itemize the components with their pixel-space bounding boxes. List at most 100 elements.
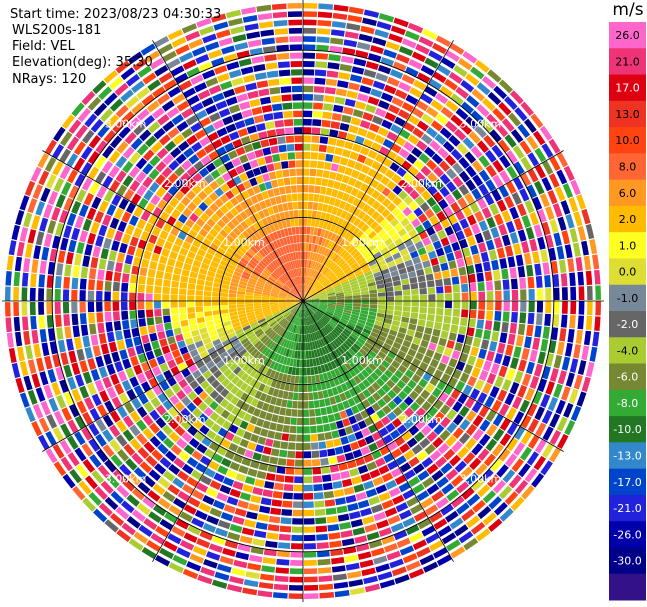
range-gate (260, 334, 268, 342)
range-gate (192, 419, 204, 430)
range-gate (189, 245, 199, 254)
range-gate (35, 387, 46, 402)
range-gate (442, 323, 451, 332)
range-gate (275, 281, 283, 288)
range-gate (213, 472, 225, 483)
range-gate (334, 267, 342, 275)
range-gate (241, 322, 250, 328)
range-gate (190, 122, 203, 133)
range-gate (461, 292, 469, 301)
range-gate (303, 168, 310, 176)
range-gate (350, 262, 359, 269)
range-gate (149, 422, 161, 434)
range-gate (314, 322, 320, 331)
range-gate (199, 455, 212, 466)
range-gate (222, 476, 235, 487)
range-gate (330, 369, 337, 379)
range-gate (296, 334, 300, 343)
range-gate (253, 290, 263, 295)
range-gate (403, 419, 414, 430)
range-gate (368, 285, 377, 291)
range-gate (289, 36, 303, 43)
range-gate (586, 301, 593, 316)
range-gate (196, 538, 211, 549)
range-gate (357, 464, 369, 474)
range-gate (303, 476, 313, 484)
range-gate (401, 430, 413, 442)
range-gate (450, 114, 463, 127)
range-gate (41, 246, 50, 261)
range-gate (30, 273, 37, 287)
range-gate (318, 194, 325, 203)
range-gate (277, 458, 287, 466)
range-gate (132, 488, 146, 501)
colorbar-segment (609, 573, 646, 601)
range-gate (131, 80, 145, 94)
range-gate (247, 405, 256, 415)
range-gate (278, 304, 287, 308)
range-gate (262, 446, 272, 455)
range-gate (426, 314, 435, 322)
range-gate (257, 278, 266, 284)
range-gate (376, 377, 385, 387)
range-gate (178, 301, 187, 308)
range-gate (214, 527, 229, 538)
range-gate (40, 400, 51, 416)
range-gate (342, 106, 354, 116)
range-gate (224, 431, 235, 442)
range-gate (202, 370, 213, 380)
range-gate (100, 108, 114, 122)
range-gate (153, 348, 163, 358)
range-gate (541, 443, 554, 458)
range-gate (110, 454, 123, 468)
range-gate (204, 385, 215, 395)
range-gate (254, 309, 263, 314)
range-gate (272, 11, 288, 19)
range-gate (223, 504, 236, 514)
range-gate (299, 325, 302, 335)
range-gate (392, 406, 403, 417)
range-gate (198, 390, 209, 401)
range-gate (483, 329, 492, 340)
range-gate (410, 282, 419, 290)
range-gate (277, 327, 284, 335)
range-gate (592, 254, 600, 270)
range-gate (444, 293, 452, 301)
range-gate (392, 252, 402, 260)
range-gate (477, 281, 485, 292)
range-gate (352, 227, 361, 236)
range-gate (303, 484, 313, 492)
range-gate (181, 127, 194, 139)
range-gate (269, 332, 277, 340)
range-gate (407, 244, 417, 253)
range-gate (240, 66, 254, 75)
range-gate (486, 113, 500, 127)
range-gate (387, 400, 398, 411)
range-gate (509, 357, 519, 370)
range-gate (352, 330, 361, 337)
range-gate (408, 456, 420, 468)
range-gate (274, 28, 289, 35)
range-gate (231, 318, 240, 325)
range-gate (139, 267, 148, 277)
range-gate (170, 444, 182, 456)
range-gate (443, 448, 456, 461)
range-gate (438, 254, 447, 264)
range-gate (340, 344, 348, 353)
range-gate (289, 270, 294, 279)
range-gate (206, 375, 217, 385)
range-gate (115, 434, 128, 447)
range-gate (294, 459, 303, 467)
range-gate (227, 531, 241, 541)
colorbar-tick-label: -13.0 (613, 450, 641, 463)
range-gate (328, 197, 336, 206)
range-gate (276, 267, 284, 276)
range-gate (340, 229, 348, 238)
range-gate (287, 366, 293, 375)
range-gate (342, 342, 350, 351)
range-gate (379, 219, 389, 228)
range-gate (319, 592, 335, 599)
range-gate (236, 249, 245, 257)
range-gate (298, 218, 303, 226)
range-gate (298, 334, 302, 343)
